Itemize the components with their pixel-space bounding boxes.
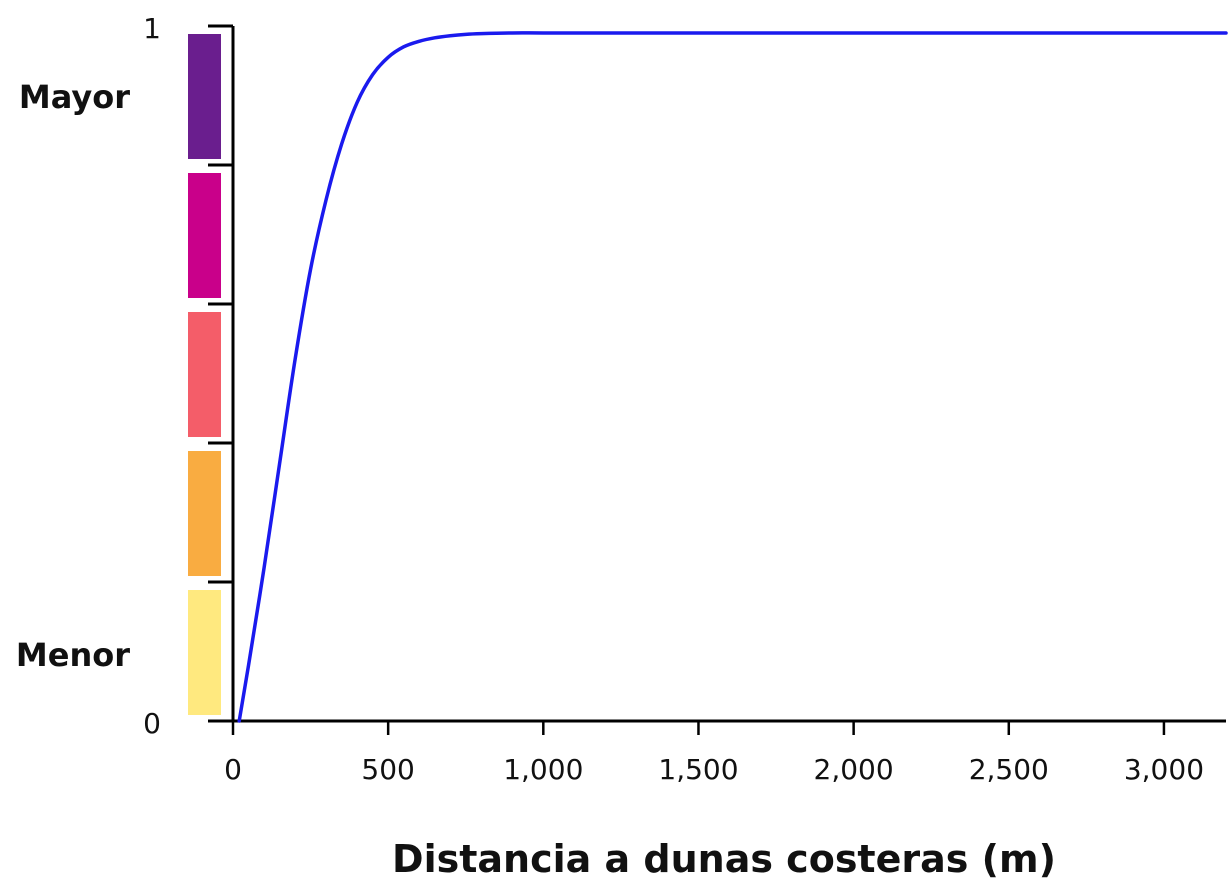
color-scale-bar <box>188 34 221 715</box>
y-ticks <box>208 24 233 723</box>
x-tick-label: 2,000 <box>814 753 894 786</box>
x-axis-title: Distancia a dunas costeras (m) <box>392 837 1056 881</box>
x-tick-label: 0 <box>224 753 242 786</box>
color-scale-block <box>188 173 221 298</box>
x-ticks: 0 500 1,000 1,500 2,000 2,500 3,000 <box>224 721 1204 786</box>
color-scale-block <box>188 451 221 576</box>
x-tick-label: 500 <box>361 753 414 786</box>
series-line <box>237 31 1228 723</box>
color-scale-block <box>188 312 221 437</box>
y-tick-label-bottom: 0 <box>143 707 161 740</box>
x-tick-label: 1,000 <box>503 753 583 786</box>
scale-label-high: Mayor <box>19 78 130 116</box>
x-tick-label: 1,500 <box>658 753 738 786</box>
y-tick-label-top: 1 <box>143 12 161 45</box>
color-scale-block <box>188 34 221 159</box>
x-tick-label: 2,500 <box>969 753 1049 786</box>
color-scale-block <box>188 590 221 715</box>
axes <box>208 26 1226 723</box>
scale-label-low: Menor <box>16 636 130 674</box>
x-tick-label: 3,000 <box>1124 753 1204 786</box>
